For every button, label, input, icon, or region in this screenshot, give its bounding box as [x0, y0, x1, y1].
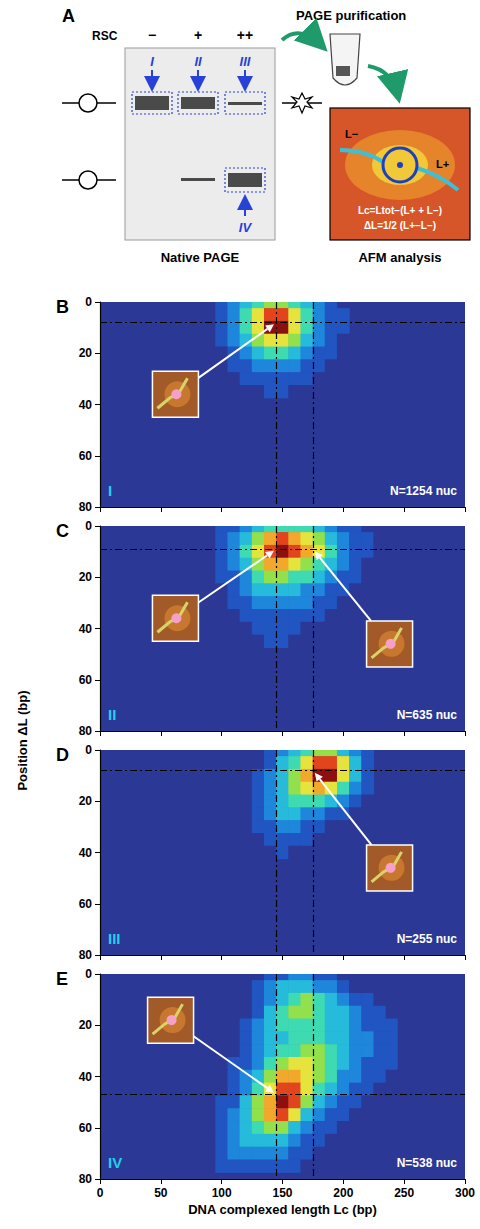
svg-text:40: 40: [79, 622, 93, 636]
svg-text:80: 80: [79, 1172, 93, 1186]
svg-text:40: 40: [79, 846, 93, 860]
svg-text:A: A: [62, 6, 75, 26]
svg-text:250: 250: [394, 1186, 414, 1200]
svg-text:N=635 nuc: N=635 nuc: [397, 708, 458, 722]
svg-text:0: 0: [85, 743, 92, 757]
svg-text:I: I: [150, 54, 154, 69]
svg-text:60: 60: [79, 1121, 93, 1135]
svg-text:0: 0: [97, 1186, 104, 1200]
svg-text:DNA complexed length Lc (bp): DNA complexed length Lc (bp): [188, 1202, 377, 1217]
svg-text:+: +: [194, 27, 202, 43]
svg-text:20: 20: [79, 794, 93, 808]
svg-text:IV: IV: [239, 220, 253, 235]
svg-text:300: 300: [455, 1186, 475, 1200]
svg-text:80: 80: [79, 724, 93, 738]
svg-text:20: 20: [79, 346, 93, 360]
svg-text:0: 0: [85, 967, 92, 981]
svg-text:L−: L−: [345, 128, 358, 140]
svg-text:0: 0: [85, 519, 92, 533]
svg-text:C: C: [56, 521, 69, 541]
svg-text:E: E: [56, 969, 68, 989]
svg-text:II: II: [194, 54, 202, 69]
svg-text:80: 80: [79, 948, 93, 962]
svg-text:60: 60: [79, 897, 93, 911]
svg-text:RSC: RSC: [92, 29, 118, 43]
svg-text:IV: IV: [108, 1154, 122, 1171]
svg-text:40: 40: [79, 398, 93, 412]
svg-text:150: 150: [272, 1186, 292, 1200]
svg-text:I: I: [108, 482, 112, 499]
svg-text:Lc=Ltot−(L+ + L−): Lc=Ltot−(L+ + L−): [358, 205, 442, 216]
svg-text:AFM analysis: AFM analysis: [358, 250, 441, 265]
svg-text:II: II: [108, 706, 116, 723]
svg-text:D: D: [56, 745, 69, 765]
svg-text:20: 20: [79, 570, 93, 584]
svg-text:L+: L+: [436, 158, 449, 170]
svg-text:Position ΔL (bp): Position ΔL (bp): [15, 690, 30, 790]
svg-text:N=538 nuc: N=538 nuc: [397, 1156, 458, 1170]
svg-text:60: 60: [79, 449, 93, 463]
svg-text:200: 200: [333, 1186, 353, 1200]
svg-text:100: 100: [212, 1186, 232, 1200]
svg-text:III: III: [108, 930, 121, 947]
svg-text:B: B: [56, 297, 69, 317]
svg-text:40: 40: [79, 1070, 93, 1084]
svg-text:60: 60: [79, 673, 93, 687]
svg-text:20: 20: [79, 1018, 93, 1032]
svg-text:N=255 nuc: N=255 nuc: [397, 932, 458, 946]
svg-text:Native PAGE: Native PAGE: [161, 250, 240, 265]
svg-text:ΔL=1/2 (L+−L−): ΔL=1/2 (L+−L−): [364, 220, 436, 231]
svg-text:PAGE purification: PAGE purification: [296, 8, 406, 23]
svg-text:N=1254 nuc: N=1254 nuc: [390, 484, 457, 498]
svg-text:50: 50: [154, 1186, 168, 1200]
svg-text:80: 80: [79, 500, 93, 514]
svg-text:0: 0: [85, 295, 92, 309]
svg-text:III: III: [240, 54, 251, 69]
svg-text:++: ++: [237, 27, 253, 43]
svg-text:−: −: [148, 27, 156, 43]
